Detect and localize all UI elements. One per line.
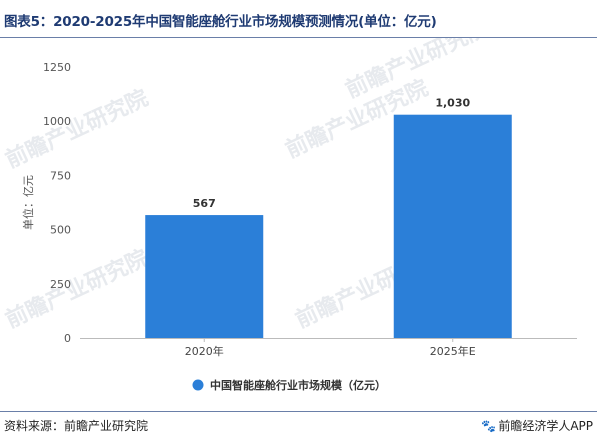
bar: [393, 114, 512, 338]
bars-layer: 567 1,030: [145, 97, 512, 338]
data-label: 1,030: [435, 97, 470, 110]
paw-icon: 🐾: [481, 419, 497, 433]
watermark-text: 前瞻产业研究院: [2, 245, 153, 334]
bar: [145, 215, 264, 338]
y-tick-label: 750: [50, 169, 71, 182]
footer-divider: [0, 411, 597, 412]
title-divider: [0, 37, 597, 38]
watermark-text: 前瞻产业研究院: [2, 85, 153, 174]
chart-footer: 资料来源：前瞻产业研究院 🐾 前瞻经济学人APP: [0, 411, 597, 441]
y-tick-label: 1000: [43, 115, 71, 128]
data-label: 567: [193, 197, 216, 210]
y-tick-label: 250: [50, 278, 71, 291]
chart-header: 图表5：2020-2025年中国智能座舱行业市场规模预测情况(单位：亿元): [0, 0, 597, 36]
brand-text: 前瞻经济学人APP: [498, 419, 593, 433]
chart-title: 图表5：2020-2025年中国智能座舱行业市场规模预测情况(单位：亿元): [4, 14, 437, 30]
x-axis: 2020年 2025年E: [80, 338, 577, 358]
legend: 中国智能座舱行业市场规模（亿元）: [192, 378, 386, 392]
x-tick-label: 2020年: [185, 344, 224, 358]
legend-label: 中国智能座舱行业市场规模（亿元）: [210, 378, 386, 392]
y-tick-label: 0: [64, 332, 71, 345]
y-tick-label: 500: [50, 224, 71, 237]
brand-label: 🐾 前瞻经济学人APP: [481, 417, 593, 434]
source-note: 资料来源：前瞻产业研究院: [4, 419, 149, 433]
y-axis: 0 250 500 750 1000 1250 单位：亿元: [21, 61, 71, 345]
legend-marker: [192, 379, 204, 391]
x-tick-label: 2025年E: [430, 344, 476, 358]
y-tick-label: 1250: [43, 61, 71, 74]
y-axis-title: 单位：亿元: [21, 175, 35, 230]
